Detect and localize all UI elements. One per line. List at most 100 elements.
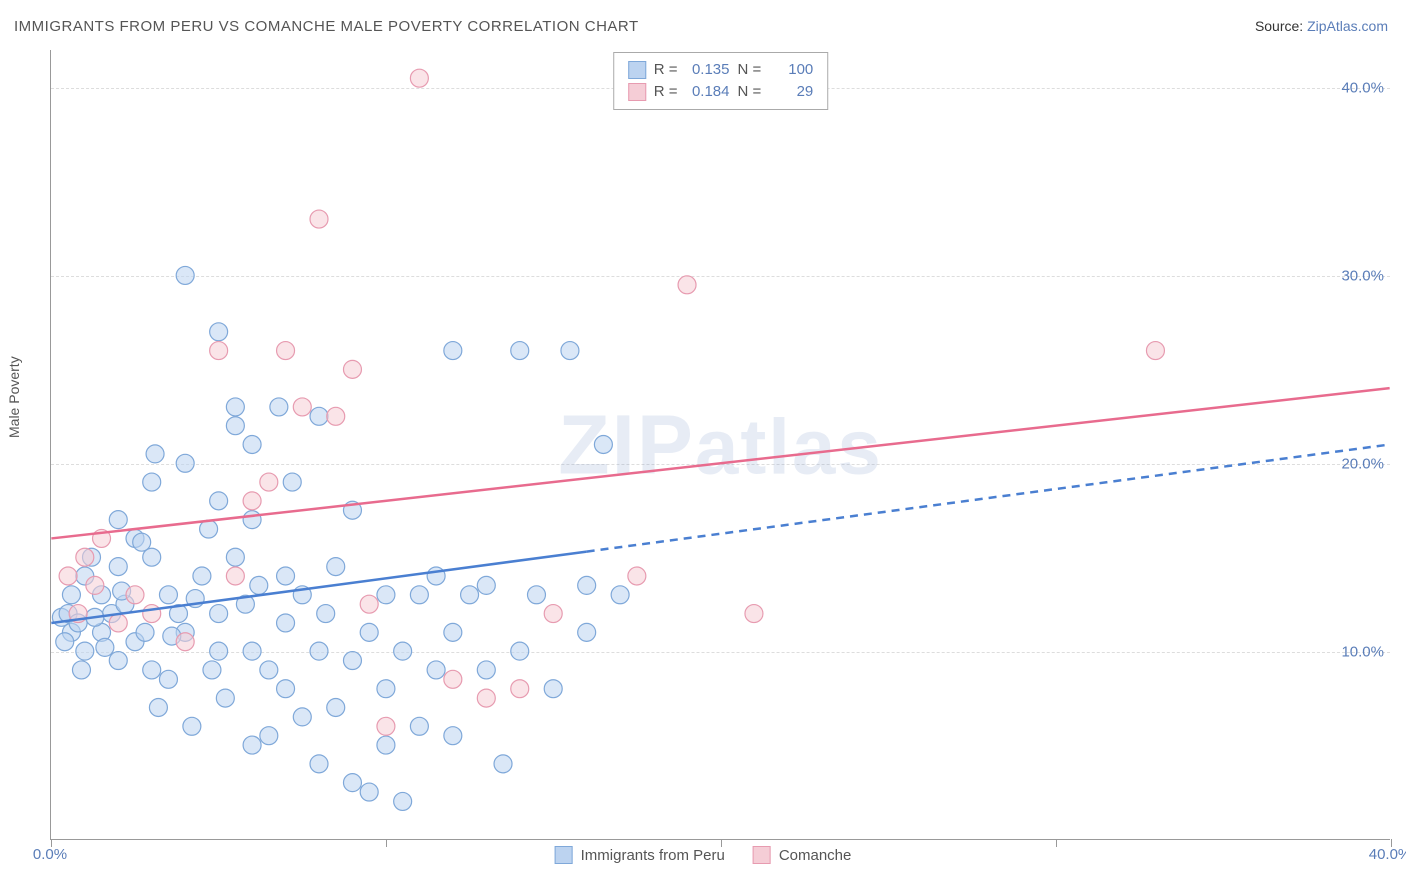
r-label: R = bbox=[654, 59, 678, 81]
data-point bbox=[511, 342, 529, 360]
data-point bbox=[109, 558, 127, 576]
data-point bbox=[270, 398, 288, 416]
data-point bbox=[200, 520, 218, 538]
data-point bbox=[611, 586, 629, 604]
chart-title: IMMIGRANTS FROM PERU VS COMANCHE MALE PO… bbox=[14, 18, 639, 35]
data-point bbox=[133, 533, 151, 551]
data-point bbox=[86, 576, 104, 594]
data-point bbox=[293, 708, 311, 726]
data-point bbox=[96, 638, 114, 656]
data-point bbox=[76, 548, 94, 566]
data-point bbox=[628, 567, 646, 585]
data-point bbox=[578, 623, 596, 641]
scatter-svg bbox=[51, 50, 1390, 839]
data-point bbox=[126, 586, 144, 604]
data-point bbox=[176, 633, 194, 651]
chart-plot-area: ZIPatlas R = 0.135 N = 100 R = 0.184 N =… bbox=[50, 50, 1390, 840]
data-point bbox=[360, 783, 378, 801]
legend-label-comanche: Comanche bbox=[779, 847, 852, 864]
data-point bbox=[477, 661, 495, 679]
swatch-comanche-bottom bbox=[753, 846, 771, 864]
legend-item-peru: Immigrants from Peru bbox=[555, 846, 725, 864]
data-point bbox=[327, 558, 345, 576]
data-point bbox=[283, 473, 301, 491]
y-axis-label: Male Poverty bbox=[6, 356, 22, 438]
swatch-peru bbox=[628, 61, 646, 79]
trend-line bbox=[51, 388, 1389, 538]
source-credit: Source: ZipAtlas.com bbox=[1255, 18, 1388, 34]
data-point bbox=[159, 586, 177, 604]
data-point bbox=[377, 717, 395, 735]
r-label: R = bbox=[654, 81, 678, 103]
data-point bbox=[216, 689, 234, 707]
data-point bbox=[444, 623, 462, 641]
data-point bbox=[243, 492, 261, 510]
data-point bbox=[360, 623, 378, 641]
data-point bbox=[176, 454, 194, 472]
x-tick-label: 40.0% bbox=[1369, 846, 1406, 863]
data-point bbox=[360, 595, 378, 613]
data-point bbox=[410, 586, 428, 604]
n-value-comanche: 29 bbox=[769, 81, 813, 103]
swatch-peru-bottom bbox=[555, 846, 573, 864]
legend-item-comanche: Comanche bbox=[753, 846, 852, 864]
data-point bbox=[149, 699, 167, 717]
data-point bbox=[210, 323, 228, 341]
data-point bbox=[511, 642, 529, 660]
data-point bbox=[277, 567, 295, 585]
data-point bbox=[159, 670, 177, 688]
data-point bbox=[243, 642, 261, 660]
data-point bbox=[544, 605, 562, 623]
data-point bbox=[260, 473, 278, 491]
data-point bbox=[109, 511, 127, 529]
data-point bbox=[745, 605, 763, 623]
source-label: Source: bbox=[1255, 18, 1307, 34]
data-point bbox=[243, 436, 261, 454]
data-point bbox=[594, 436, 612, 454]
data-point bbox=[511, 680, 529, 698]
data-point bbox=[62, 586, 80, 604]
data-point bbox=[143, 605, 161, 623]
data-point bbox=[343, 774, 361, 792]
data-point bbox=[377, 736, 395, 754]
data-point bbox=[226, 417, 244, 435]
data-point bbox=[410, 69, 428, 87]
data-point bbox=[427, 661, 445, 679]
data-point bbox=[109, 614, 127, 632]
data-point bbox=[176, 266, 194, 284]
data-point bbox=[143, 661, 161, 679]
data-point bbox=[494, 755, 512, 773]
x-tick-label: 0.0% bbox=[33, 846, 67, 863]
data-point bbox=[277, 680, 295, 698]
n-label: N = bbox=[738, 59, 762, 81]
legend-series: Immigrants from Peru Comanche bbox=[555, 846, 852, 864]
data-point bbox=[477, 689, 495, 707]
data-point bbox=[136, 623, 154, 641]
data-point bbox=[56, 633, 74, 651]
data-point bbox=[243, 736, 261, 754]
data-point bbox=[410, 717, 428, 735]
data-point bbox=[210, 642, 228, 660]
x-tick-mark bbox=[1056, 839, 1057, 847]
data-point bbox=[310, 642, 328, 660]
legend-correlation: R = 0.135 N = 100 R = 0.184 N = 29 bbox=[613, 52, 829, 110]
data-point bbox=[250, 576, 268, 594]
n-label: N = bbox=[738, 81, 762, 103]
data-point bbox=[260, 727, 278, 745]
data-point bbox=[327, 699, 345, 717]
data-point bbox=[59, 567, 77, 585]
data-point bbox=[394, 792, 412, 810]
data-point bbox=[243, 511, 261, 529]
data-point bbox=[210, 492, 228, 510]
data-point bbox=[226, 567, 244, 585]
swatch-comanche bbox=[628, 83, 646, 101]
data-point bbox=[461, 586, 479, 604]
data-point bbox=[143, 473, 161, 491]
data-point bbox=[277, 614, 295, 632]
data-point bbox=[310, 210, 328, 228]
data-point bbox=[343, 652, 361, 670]
x-tick-mark bbox=[386, 839, 387, 847]
data-point bbox=[293, 398, 311, 416]
trend-line-dashed bbox=[587, 445, 1390, 552]
data-point bbox=[377, 586, 395, 604]
